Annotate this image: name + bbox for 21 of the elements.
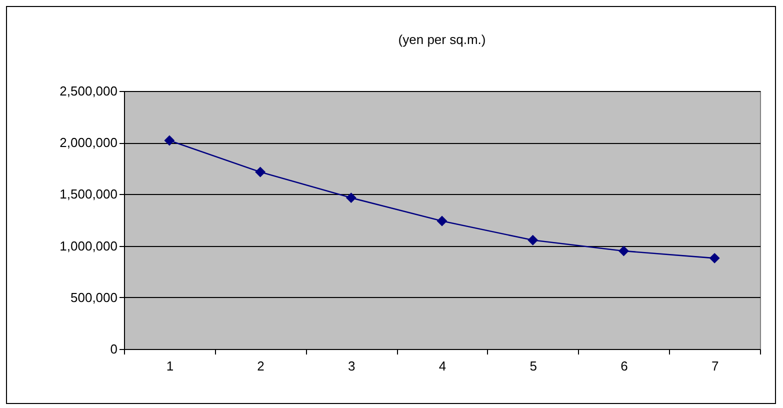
y-tick-label: 2,000,000 <box>60 135 118 150</box>
point <box>709 252 720 264</box>
chart-title: (yen per sq.m.) <box>398 32 486 47</box>
point <box>528 234 538 246</box>
point <box>164 135 175 146</box>
y-tick-label: 1,500,000 <box>60 186 118 202</box>
point <box>436 216 448 226</box>
y-tick-label: 1,000,000 <box>60 238 118 254</box>
point <box>255 166 266 178</box>
x-tick-label: 2 <box>257 358 264 374</box>
point <box>346 192 356 204</box>
y-tick-label: 500,000 <box>70 290 118 305</box>
y-tick-label: 2,500,000 <box>60 84 118 98</box>
x-tick-label: 1 <box>166 358 174 374</box>
y-tick-label: 0 <box>110 342 118 356</box>
x-tick-label: 6 <box>620 358 628 374</box>
x-tick-label: 3 <box>348 358 356 374</box>
point <box>618 246 629 256</box>
x-tick-label: 7 <box>711 358 719 374</box>
x-tick-label: 5 <box>530 358 537 374</box>
x-tick-label: 4 <box>438 358 446 374</box>
